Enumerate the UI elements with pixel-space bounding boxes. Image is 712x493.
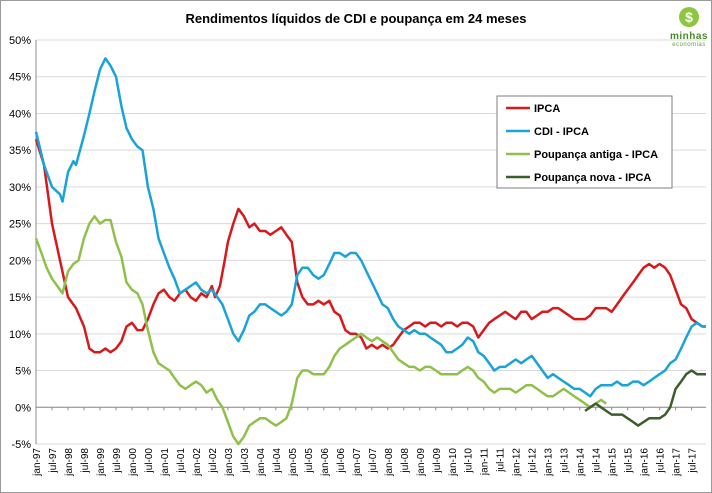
- x-tick-label: jul-05: [304, 448, 315, 474]
- x-tick-label: jul-04: [272, 448, 283, 474]
- x-tick-label: jan-10: [448, 448, 459, 477]
- brand-name: minhas: [670, 31, 708, 42]
- y-tick-label: 25%: [9, 219, 31, 231]
- y-tick-label: 30%: [9, 182, 31, 194]
- axis-layer: [35, 40, 706, 444]
- x-tick-label: jul-98: [80, 448, 91, 474]
- x-tick-label: jul-14: [592, 448, 603, 474]
- x-tick-label: jan-07: [352, 448, 363, 477]
- legend: IPCA CDI - IPCA Poupança antiga - IPCA Poup…: [496, 95, 673, 189]
- x-tick-label: jan-97: [32, 448, 43, 477]
- legend-box: [496, 95, 673, 189]
- y-tick-label: 15%: [9, 292, 31, 304]
- y-tick-label: 50%: [9, 35, 31, 47]
- x-tick-label: jul-16: [656, 448, 667, 474]
- x-tick-label: jan-04: [256, 448, 267, 477]
- x-tick-label: jan-05: [288, 448, 299, 477]
- legend-label-ipca: IPCA: [534, 103, 560, 115]
- chart-title: Rendimentos líquidos de CDI e poupança e…: [186, 11, 527, 26]
- x-tick-label: jul-03: [240, 448, 251, 474]
- series-line-ipca: [34, 138, 706, 354]
- x-tick-label: jan-99: [96, 448, 107, 477]
- series-line-poupan-a-nova-ipca: [584, 369, 706, 427]
- series-line-poupan-a-antiga-ipca: [34, 215, 607, 446]
- x-tick-label: jan-02: [192, 448, 203, 477]
- x-tick-label: jul-13: [560, 448, 571, 474]
- legend-label-poupan-a-antiga-ipca: Poupança antiga - IPCA: [534, 149, 658, 161]
- legend-label-cdi-ipca: CDI - IPCA: [534, 126, 589, 138]
- brand-logo: $ minhas economias: [670, 7, 708, 48]
- y-tick-label: 10%: [9, 329, 31, 341]
- x-tick-label: jul-01: [176, 448, 187, 474]
- x-tick-label: jan-09: [416, 448, 427, 477]
- y-tick-label: -5%: [11, 439, 31, 451]
- x-tick-label: jul-00: [144, 448, 155, 474]
- x-tick-label: jul-17: [688, 448, 699, 474]
- y-tick-label: 45%: [9, 72, 31, 84]
- x-tick-label: jan-01: [160, 448, 171, 477]
- x-tick-label: jul-02: [208, 448, 219, 474]
- y-tick-label: 40%: [9, 108, 31, 120]
- x-tick-label: jan-13: [544, 448, 555, 477]
- y-tick-label: 5%: [15, 366, 31, 378]
- y-tick-label: 35%: [9, 145, 31, 157]
- x-tick-label: jul-10: [464, 448, 475, 474]
- x-tick-label: jul-97: [48, 448, 59, 474]
- x-tick-label: jul-09: [432, 448, 443, 474]
- x-tick-label: jan-08: [384, 448, 395, 477]
- x-tick-label: jul-11: [496, 448, 507, 473]
- x-tick-label: jan-15: [608, 448, 619, 477]
- series-layer: [34, 57, 706, 446]
- x-tick-label: jul-06: [336, 448, 347, 474]
- x-tick-label: jul-07: [368, 448, 379, 474]
- legend-label-poupan-a-nova-ipca: Poupança nova - IPCA: [534, 172, 651, 184]
- brand-dollar-icon: $: [685, 9, 693, 25]
- x-tick-label: jul-08: [400, 448, 411, 474]
- x-tick-label: jan-16: [640, 448, 651, 477]
- series-line-cdi-ipca: [34, 57, 706, 398]
- x-tick-label: jan-11: [480, 448, 491, 476]
- x-tick-labels: jan-97 jul-97 jan-98 jul-98 jan-99 jul-99 jan-…: [32, 448, 699, 477]
- x-tick-label: jan-14: [576, 448, 587, 477]
- y-tick-labels: -5% 0% 5% 10% 15% 20% 25% 30% 35% 40% 45% 50%: [9, 35, 31, 451]
- x-tick-label: jan-06: [320, 448, 331, 477]
- x-tick-label: jan-98: [64, 448, 75, 477]
- brand-logo-circle: [679, 7, 699, 27]
- x-tick-label: jan-00: [128, 448, 139, 477]
- brand-sub: economias: [672, 42, 706, 48]
- x-tick-label: jul-15: [624, 448, 635, 474]
- x-tick-label: jul-99: [112, 448, 123, 474]
- x-tick-label: jan-17: [672, 448, 683, 477]
- y-tick-label: 0%: [15, 402, 31, 414]
- x-tick-label: jul-12: [528, 448, 539, 474]
- x-tick-label: jan-12: [512, 448, 523, 477]
- x-tick-label: jan-03: [224, 448, 235, 477]
- y-tick-label: 20%: [9, 255, 31, 267]
